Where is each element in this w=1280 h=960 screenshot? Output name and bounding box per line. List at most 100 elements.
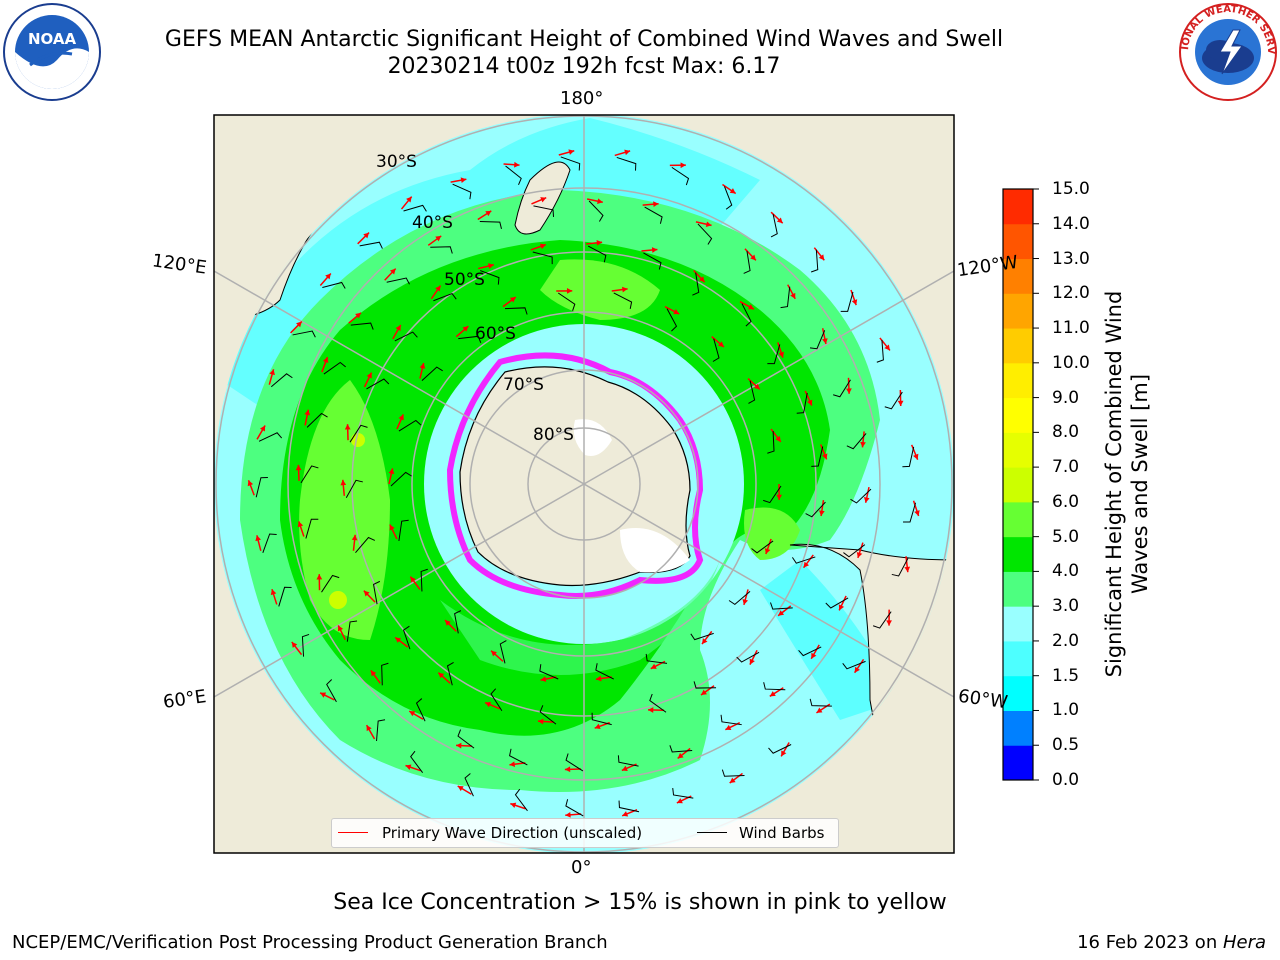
wave-direction-arrowhead [255, 535, 261, 542]
colorbar-swatch [1003, 397, 1033, 433]
wave-direction-arrowhead [291, 641, 298, 648]
lat-label-30s: 30°S [376, 152, 417, 172]
wave-direction-arrowhead [485, 210, 492, 217]
wave-direction-arrowhead [565, 811, 571, 818]
wave-direction-arrowhead [337, 625, 344, 632]
wind-barb [421, 366, 443, 381]
wave-direction-arrowhead [564, 766, 571, 773]
wind-barb [811, 446, 824, 467]
lat-label-40s: 40°S [412, 213, 453, 233]
map-title: GEFS MEAN Antarctic Significant Height o… [164, 27, 1004, 52]
wave-direction-arrowhead [860, 441, 866, 448]
wind-barb [810, 249, 819, 273]
wind-barb [454, 610, 462, 634]
wind-barb [490, 688, 503, 712]
wave-direction-arrowhead [389, 268, 396, 275]
wave-direction-arrowhead [677, 752, 684, 759]
wave-direction-arrowhead [462, 326, 469, 332]
wind-barb [736, 651, 760, 663]
wave-direction-arrowhead [778, 610, 785, 616]
wave-direction-arrowhead [485, 701, 492, 708]
colorbar-tick-label: 14.0 [1052, 213, 1090, 234]
wave-direction-arrowhead [778, 351, 784, 358]
colorbar-label: Significant Height of Combined Wind Wave… [1102, 290, 1152, 678]
colorbar-swatch [1003, 571, 1033, 607]
sea-ice-note: Sea Ice Concentration > 15% is shown in … [333, 890, 947, 915]
wind-barb [410, 750, 424, 774]
wave-direction-arrowhead [410, 576, 416, 583]
wind-barb [724, 186, 733, 210]
wave-direction-arrowhead [750, 254, 756, 261]
wave-direction-arrowhead [460, 177, 467, 184]
svg-text:NOAA: NOAA [28, 30, 77, 48]
wave-direction-arrowhead [821, 453, 828, 460]
wind-barb [433, 292, 457, 302]
colorbar-swatch [1003, 293, 1033, 329]
wave-direction-arrowhead [296, 321, 302, 328]
wave-direction-arrowhead [729, 777, 736, 784]
wave-direction-arrowhead [811, 652, 817, 659]
wave-direction-arrowhead [409, 711, 416, 717]
wind-barb [403, 204, 427, 212]
wind-barb [768, 744, 792, 754]
wave-direction-arrowhead [568, 149, 575, 155]
colorbar-tick-label: 2.0 [1052, 630, 1080, 651]
colorbar-tick-label: 7.0 [1052, 457, 1080, 478]
colorbar-tick-label: 15.0 [1052, 179, 1090, 199]
wind-barb [591, 712, 612, 726]
wave-direction-arrowhead [701, 689, 707, 695]
wave-direction-arrowhead [539, 243, 546, 250]
wave-direction-arrowhead [676, 798, 683, 804]
wind-barb [350, 322, 374, 330]
wind-barb [669, 745, 693, 753]
wind-barb [692, 272, 700, 296]
nws-logo: NATIONAL WEATHER SERVICE [1178, 2, 1277, 101]
wave-direction-arrowhead [297, 521, 304, 528]
wave-direction-arrowhead [491, 650, 497, 657]
wind-barb [891, 558, 909, 577]
colorbar-tick-label: 10.0 [1052, 352, 1090, 373]
wave-direction-arrowhead [510, 802, 517, 809]
wind-barb [846, 433, 867, 450]
wind-barb [876, 339, 884, 363]
colorbar-swatch [1003, 467, 1033, 503]
wind-barb [539, 705, 557, 725]
colorbar-swatch [1003, 362, 1033, 399]
wind-barb [349, 424, 368, 443]
wind-barb [644, 206, 663, 224]
colorbar-tick-label: 11.0 [1052, 318, 1090, 339]
wind-barb [671, 166, 690, 186]
wind-barb [394, 331, 418, 342]
wave-direction-arrowhead [790, 292, 796, 299]
wind-barb [672, 787, 694, 799]
wind-barb [770, 602, 793, 610]
wind-barb [751, 540, 774, 554]
colorbar-swatch [1003, 675, 1033, 711]
wave-direction-arrowhead [355, 312, 362, 319]
wind-barb [645, 653, 668, 664]
wind-barb [376, 719, 386, 742]
wave-direction-arrowhead [438, 672, 445, 679]
wind-barb [292, 330, 316, 338]
graticule [214, 115, 954, 853]
wind-barb [278, 586, 292, 607]
wave-direction-arrowhead [776, 217, 783, 224]
wind-barb [398, 419, 422, 432]
colorbar-swatch [1003, 258, 1033, 294]
wave-direction-arrowhead [457, 786, 464, 792]
wind-barb [301, 633, 310, 657]
wave-direction-arrowhead [435, 235, 442, 242]
wave-direction-arrowhead [673, 308, 680, 315]
wave-direction-arrowhead [725, 724, 732, 730]
wave-direction-arrowhead [846, 388, 852, 394]
wind-barb [721, 769, 745, 777]
credit-machine: Hera [1222, 932, 1266, 953]
wave-direction-arrowhead [764, 548, 771, 555]
wave-direction-arrowhead [509, 297, 516, 303]
wave-direction-arrowhead [270, 589, 277, 596]
credit-date: 16 Feb 2023 on [1077, 932, 1223, 953]
wind-barb [741, 303, 752, 327]
wind-barb [728, 591, 751, 606]
wind-barb [430, 246, 453, 254]
